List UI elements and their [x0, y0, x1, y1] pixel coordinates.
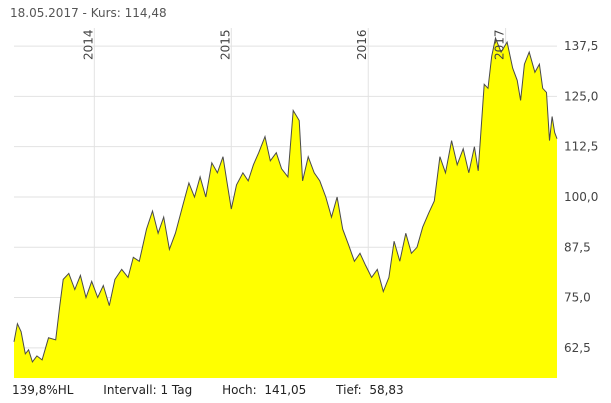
- x-tick-label: 2015: [218, 29, 232, 60]
- x-axis-ticks: 2014 2015 2016 2017: [81, 29, 506, 60]
- y-tick-label: 100,0: [564, 190, 598, 204]
- x-tick-label: 2017: [493, 29, 507, 60]
- header-separator: -: [82, 6, 91, 20]
- footer-hoch-label: Hoch:: [222, 383, 257, 397]
- chart-header: 18.05.2017 - Kurs: 114,48: [10, 6, 167, 20]
- y-tick-label: 87,5: [564, 240, 591, 254]
- x-tick-label: 2016: [355, 29, 369, 60]
- footer-tief-value: 58,83: [369, 383, 404, 397]
- y-axis-ticks: 62,5 75,0 87,5 100,0 112,5 125,0 137,5: [564, 39, 598, 355]
- footer-tief-label: Tief:: [336, 383, 362, 397]
- footer-intervall-value: 1 Tag: [160, 383, 193, 397]
- footer-tief: Tief: 58,83: [336, 383, 404, 397]
- chart-footer: 139,8%HL Intervall: 1 Tag Hoch: 141,05 T…: [12, 383, 430, 397]
- y-tick-label: 125,0: [564, 89, 598, 103]
- area-fill: [14, 38, 557, 378]
- y-tick-label: 112,5: [564, 140, 598, 154]
- footer-hoch-value: 141,05: [264, 383, 307, 397]
- footer-intervall-label: Intervall:: [103, 383, 157, 397]
- header-kurs-value: 114,48: [124, 6, 167, 20]
- x-tick-label: 2014: [81, 29, 95, 60]
- header-kurs-label: Kurs:: [90, 6, 121, 20]
- price-line: [13, 36, 558, 363]
- header-date: 18.05.2017: [10, 6, 79, 20]
- footer-hoch: Hoch: 141,05: [222, 383, 306, 397]
- footer-hl: 139,8%HL: [12, 383, 74, 397]
- y-tick-label: 137,5: [564, 39, 598, 53]
- y-tick-label: 75,0: [564, 291, 591, 305]
- y-tick-label: 62,5: [564, 341, 591, 355]
- footer-intervall: Intervall: 1 Tag: [103, 383, 192, 397]
